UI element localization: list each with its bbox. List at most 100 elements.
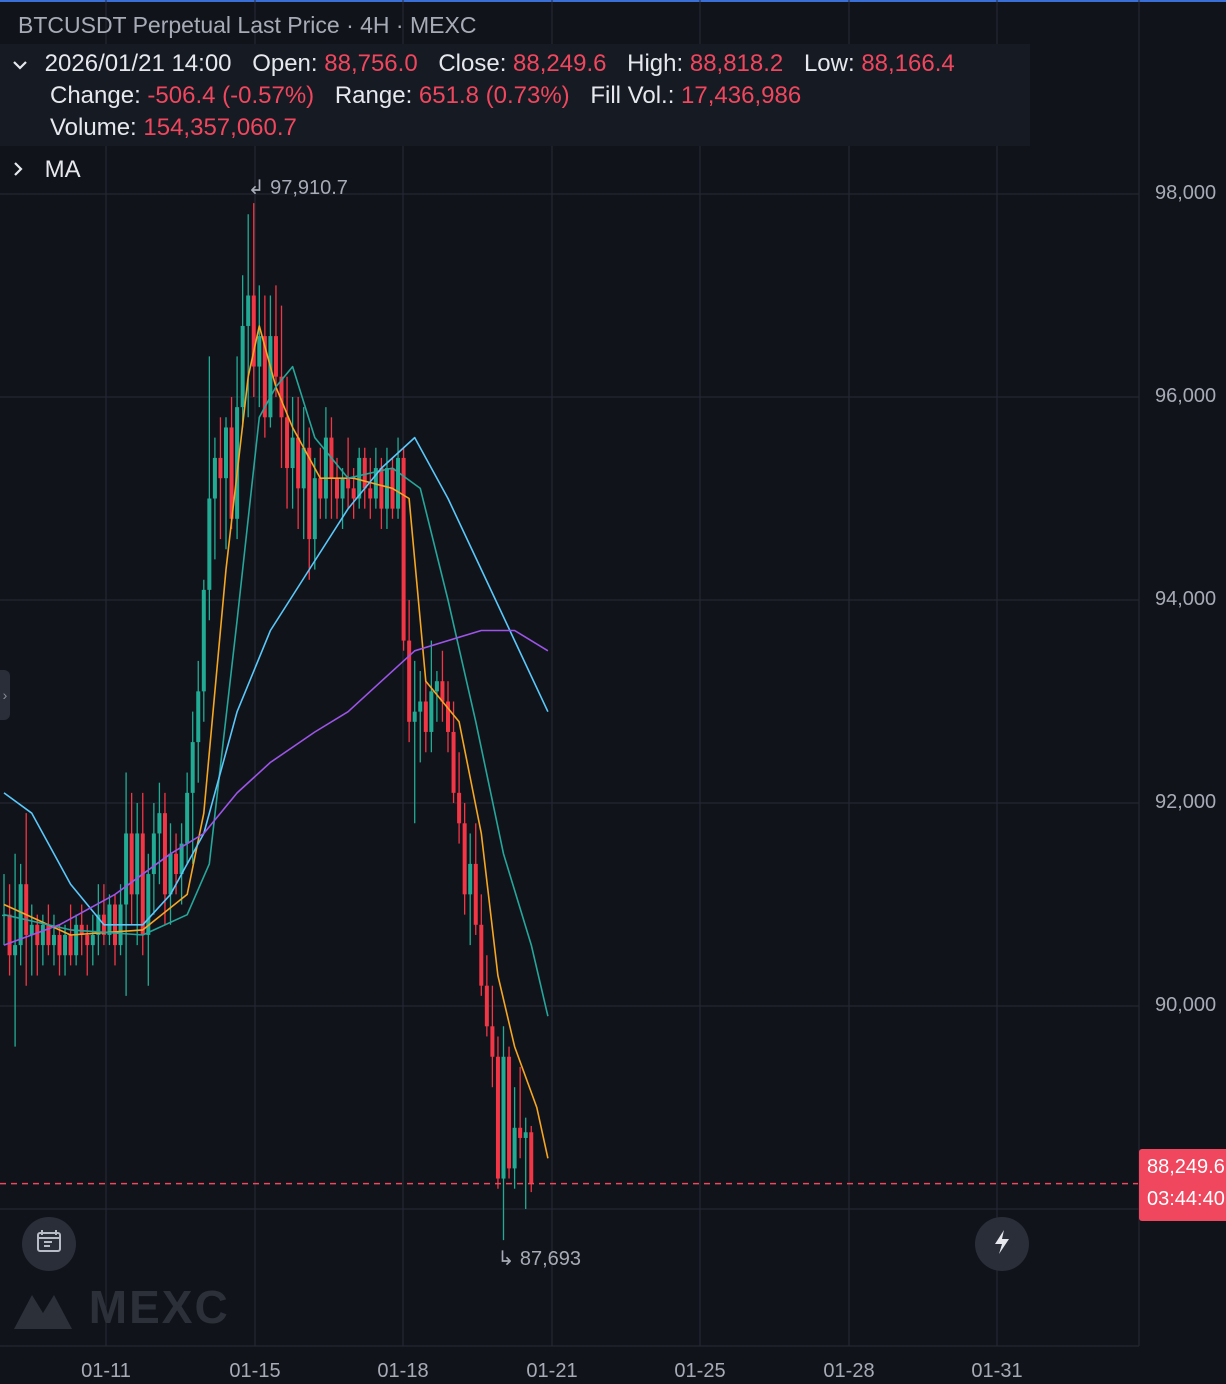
candle-body (13, 945, 18, 956)
candle-body (384, 468, 389, 509)
range-label: Range: (334, 82, 413, 109)
candle-body (273, 336, 278, 377)
candle-body (107, 904, 112, 935)
candle-body (174, 853, 179, 875)
mexc-watermark: MEXC (12, 1280, 230, 1334)
candle-body (429, 691, 434, 732)
time-tick-label: 01-11 (81, 1360, 131, 1382)
candle-body (446, 701, 450, 732)
candle-body (351, 488, 356, 499)
candle-body (162, 813, 167, 895)
candle-body (501, 1056, 506, 1179)
candle-body (90, 934, 95, 946)
lowest-price-value: 87,693 (519, 1248, 581, 1271)
time-tick-label: 01-18 (377, 1360, 429, 1382)
candle-body (79, 924, 84, 935)
quick-trade-button[interactable] (975, 1217, 1029, 1271)
grid (0, 0, 1139, 1346)
candle-body (507, 1056, 512, 1169)
candle-body (190, 742, 195, 793)
candle-body (146, 874, 151, 935)
open-label: Open: (252, 50, 318, 77)
candle-body (185, 792, 190, 844)
candle-body (307, 447, 312, 540)
top-accent-line (0, 0, 1226, 2)
candle-body (379, 468, 384, 509)
candle-body (96, 914, 101, 935)
candle-body (434, 681, 439, 692)
lightning-icon (992, 1229, 1012, 1260)
candle-body (340, 478, 345, 499)
low-label: Low: (803, 50, 855, 77)
candle-body (24, 884, 29, 935)
ma-toggle[interactable]: MA (12, 156, 81, 184)
change-value: -506.4 (-0.57%) (147, 82, 315, 109)
candle-body (440, 681, 445, 702)
candle-body (484, 985, 489, 1027)
volume-value: 154,357,060.7 (143, 114, 297, 141)
price-tick-label: 90,000 (1155, 994, 1217, 1016)
left-panel-handle[interactable]: › (0, 670, 10, 720)
candle-body (418, 701, 423, 712)
time-tick-label: 01-15 (229, 1360, 281, 1382)
candle-body (46, 924, 51, 946)
candle-body (412, 711, 417, 722)
chevron-right-icon[interactable] (12, 156, 38, 184)
candle-body (518, 1127, 523, 1138)
close-value: 88,249.6 (513, 50, 607, 77)
time-tick-label: 01-31 (971, 1360, 1023, 1382)
replay-icon (35, 1229, 63, 1260)
candle-body (207, 498, 212, 590)
replay-button[interactable] (22, 1217, 76, 1271)
candle-body (512, 1127, 517, 1169)
ma-line (3, 325, 549, 1159)
price-tick-label: 94,000 (1155, 588, 1217, 610)
candle-body (457, 792, 462, 824)
candle-body (168, 853, 173, 895)
price-tick-label: 92,000 (1155, 791, 1217, 813)
candle-body (290, 437, 295, 469)
candle-body (323, 437, 328, 499)
candle-body (229, 427, 234, 519)
ohlc-row: 2026/01/21 14:00 Open: 88,756.0 Close: 8… (12, 50, 955, 78)
candle-body (285, 417, 290, 469)
range-value: 651.8 (0.73%) (418, 82, 570, 109)
moving-averages (3, 325, 549, 1159)
candle-body (523, 1132, 528, 1138)
candle-body (401, 457, 406, 641)
candle-body (279, 376, 284, 418)
candle-body (479, 924, 484, 986)
ma-label: MA (44, 156, 81, 183)
chart-title: BTCUSDT Perpetual Last Price · 4H · MEXC (18, 12, 477, 38)
candle-body (18, 884, 23, 946)
chevron-down-icon[interactable] (12, 50, 38, 78)
volume-label: Volume: (50, 114, 137, 141)
candle-body (246, 295, 251, 326)
last-price-tag: 88,249.6 03:44:40 (1139, 1148, 1226, 1221)
candle-body (40, 924, 45, 946)
candle-body (318, 478, 323, 499)
candle-body (135, 833, 140, 895)
candle-body (218, 457, 223, 479)
candle-body (262, 336, 267, 418)
candle-body (296, 437, 301, 489)
last-price-value: 88,249.6 (1147, 1155, 1225, 1178)
candle-body (257, 336, 262, 367)
candle-body (196, 691, 201, 743)
candle-body (235, 407, 240, 519)
candle-body (301, 447, 306, 489)
candle-body (63, 934, 68, 956)
highest-price-marker: ↲ 97,910.7 (247, 177, 348, 200)
fill-vol-value: 17,436,986 (681, 82, 802, 109)
candle-body (335, 478, 339, 499)
candle-body (529, 1132, 534, 1184)
ma-line (3, 436, 549, 926)
candle-body (85, 934, 90, 946)
candle-body (29, 924, 34, 935)
candle-body (357, 457, 362, 499)
candle-body (151, 833, 156, 875)
legend-panel (0, 44, 1030, 146)
candle-body (473, 863, 478, 925)
candle-body (423, 701, 428, 732)
